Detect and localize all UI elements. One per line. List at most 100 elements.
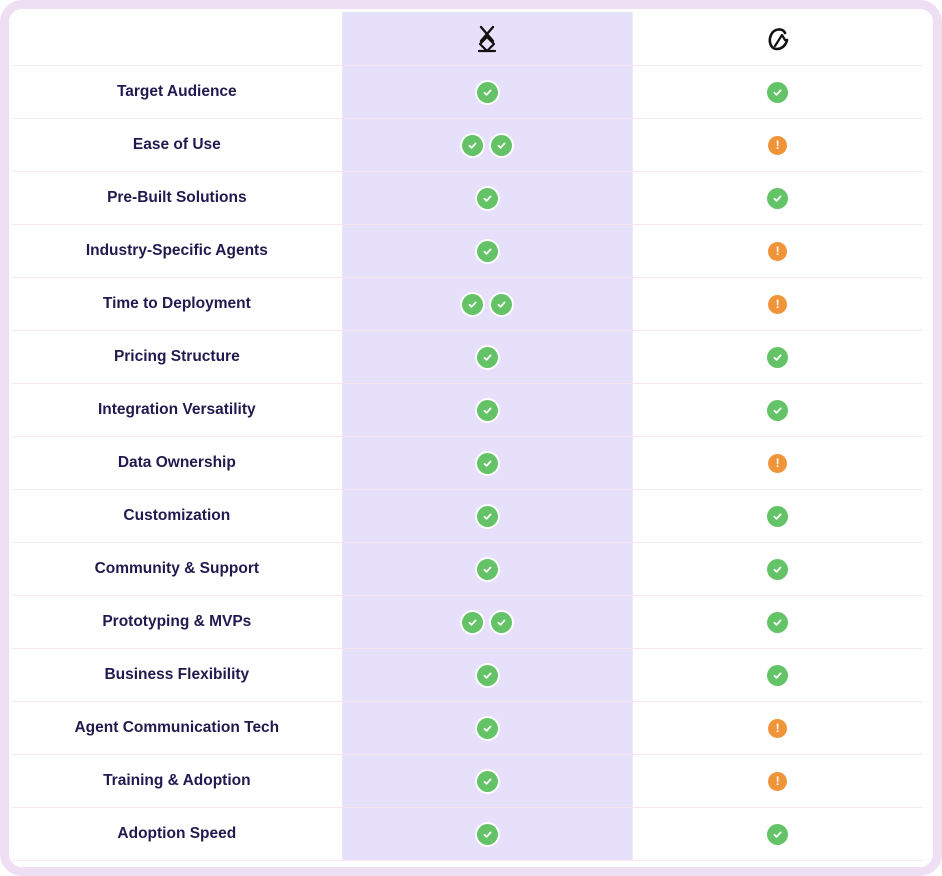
- col-b-status: [633, 278, 922, 330]
- table-row: Training & Adoption: [12, 755, 922, 808]
- c-logo-icon: [768, 27, 788, 50]
- check-icon: [767, 611, 789, 633]
- col-b-status: [633, 543, 922, 595]
- col-b-status: [633, 649, 922, 701]
- check-icon: [491, 611, 513, 633]
- feature-label: Customization: [123, 507, 231, 524]
- table-row: Adoption Speed: [12, 808, 922, 861]
- header-empty-cell: [12, 12, 342, 65]
- check-icon: [767, 346, 789, 368]
- warning-icon: [768, 771, 788, 791]
- check-icon: [767, 664, 789, 686]
- col-a-status: [341, 702, 634, 754]
- check-icon: [491, 134, 513, 156]
- col-b-status: [633, 437, 922, 489]
- check-icon: [476, 770, 498, 792]
- col-a-status: [341, 543, 634, 595]
- col-a-status: [341, 490, 634, 542]
- table-row: Pre-Built Solutions: [12, 172, 922, 225]
- table-row: Integration Versatility: [12, 384, 922, 437]
- feature-label: Community & Support: [94, 560, 260, 577]
- table-row: Community & Support: [12, 543, 922, 596]
- check-icon: [767, 81, 789, 103]
- col-a-status: [341, 649, 634, 701]
- feature-label: Target Audience: [116, 83, 237, 100]
- table-row: Prototyping & MVPs: [12, 596, 922, 649]
- col-b-status: [633, 596, 922, 648]
- col-a-status: [341, 172, 634, 224]
- col-a-status: [341, 278, 634, 330]
- check-icon: [476, 664, 498, 686]
- comparison-table: Target Audience Ease of Use Pre-Built Solu…: [12, 12, 922, 861]
- warning-icon: [768, 294, 788, 314]
- col-b-status: [633, 702, 922, 754]
- feature-label: Pricing Structure: [113, 348, 240, 365]
- feature-label: Ease of Use: [132, 136, 221, 153]
- feature-label: Data Ownership: [117, 454, 236, 471]
- table-row: Customization: [12, 490, 922, 543]
- check-icon: [462, 134, 484, 156]
- header-col-b: [633, 12, 922, 65]
- check-icon: [476, 187, 498, 209]
- feature-label: Prototyping & MVPs: [102, 613, 252, 630]
- table-header-row: [12, 12, 922, 66]
- check-icon: [476, 452, 498, 474]
- col-a-status: [341, 437, 634, 489]
- warning-icon: [768, 135, 788, 155]
- col-b-status: [633, 331, 922, 383]
- check-icon: [476, 240, 498, 262]
- feature-label: Training & Adoption: [103, 772, 251, 789]
- check-icon: [476, 346, 498, 368]
- check-icon: [476, 399, 498, 421]
- col-a-status: [341, 331, 634, 383]
- check-icon: [491, 293, 513, 315]
- table-row: Pricing Structure: [12, 331, 922, 384]
- check-icon: [476, 505, 498, 527]
- col-b-status: [633, 66, 922, 118]
- warning-icon: [768, 241, 788, 261]
- col-a-status: [341, 66, 634, 118]
- feature-label: Business Flexibility: [104, 666, 250, 683]
- table-row: Ease of Use: [12, 119, 922, 172]
- check-icon: [476, 823, 498, 845]
- feature-label: Agent Communication Tech: [74, 719, 280, 736]
- feature-label: Industry-Specific Agents: [85, 242, 268, 259]
- check-icon: [476, 717, 498, 739]
- feature-label: Adoption Speed: [117, 825, 237, 842]
- check-icon: [462, 293, 484, 315]
- check-icon: [462, 611, 484, 633]
- table-row: Industry-Specific Agents: [12, 225, 922, 278]
- table-row: Time to Deployment: [12, 278, 922, 331]
- col-a-status: [341, 225, 634, 277]
- warning-icon: [768, 453, 788, 473]
- table-row: Target Audience: [12, 66, 922, 119]
- col-a-status: [341, 755, 634, 807]
- feature-label: Time to Deployment: [102, 295, 251, 312]
- table-row: Agent Communication Tech: [12, 702, 922, 755]
- feature-label: Integration Versatility: [98, 401, 256, 418]
- col-b-status: [633, 490, 922, 542]
- col-a-status: [341, 119, 634, 171]
- table-row: Business Flexibility: [12, 649, 922, 702]
- col-b-status: [633, 808, 922, 860]
- warning-icon: [768, 718, 788, 738]
- check-icon: [767, 187, 789, 209]
- col-b-status: [633, 225, 922, 277]
- check-icon: [476, 81, 498, 103]
- header-col-a: [341, 12, 634, 65]
- x-logo-icon: [478, 25, 497, 52]
- feature-label: Pre-Built Solutions: [107, 189, 247, 206]
- table-row: Data Ownership: [12, 437, 922, 490]
- check-icon: [767, 399, 789, 421]
- col-b-status: [633, 755, 922, 807]
- check-icon: [476, 558, 498, 580]
- check-icon: [767, 505, 789, 527]
- col-b-status: [633, 119, 922, 171]
- col-b-status: [633, 172, 922, 224]
- check-icon: [767, 823, 789, 845]
- col-a-status: [341, 596, 634, 648]
- col-a-status: [341, 384, 634, 436]
- col-a-status: [341, 808, 634, 860]
- check-icon: [767, 558, 789, 580]
